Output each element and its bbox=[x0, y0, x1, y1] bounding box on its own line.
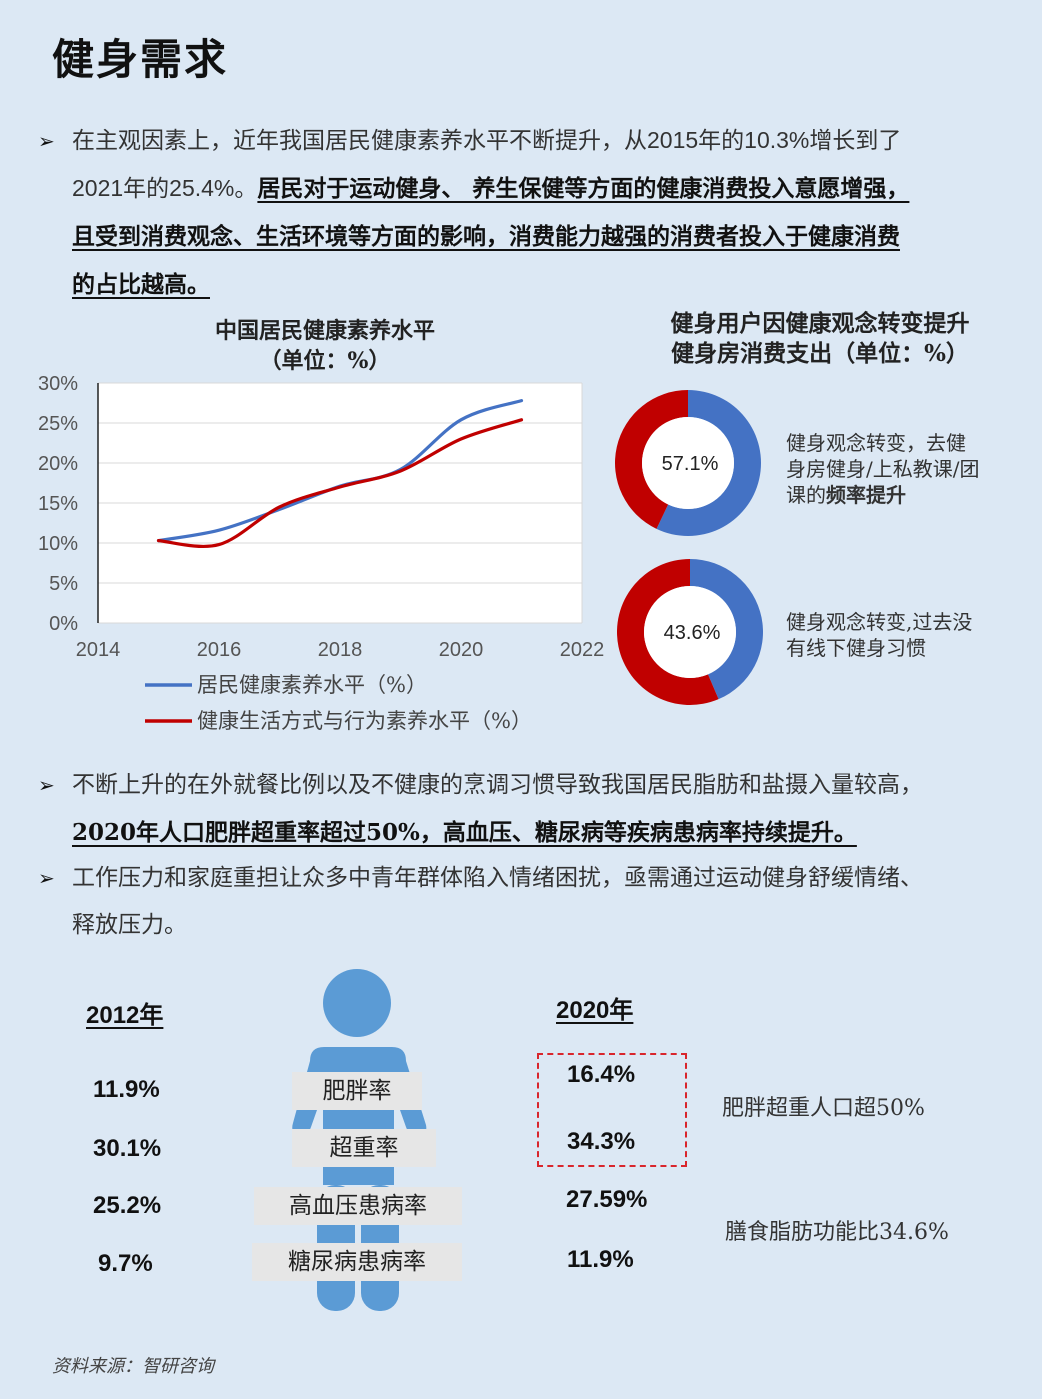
stat-2012-obesity: 11.9% bbox=[93, 1076, 160, 1103]
label-overweight: 超重率 bbox=[292, 1129, 436, 1167]
y-tick-label: 20% bbox=[38, 453, 78, 475]
stat-2020-overweight: 34.3% bbox=[567, 1128, 636, 1155]
x-tick-label: 2014 bbox=[76, 639, 121, 661]
x-tick-label: 2018 bbox=[318, 639, 363, 661]
donut-hole bbox=[642, 417, 734, 509]
bullet3-line1: 工作压力和家庭重担让众多中青年群体陷入情绪困扰，亟需通过运动健身舒缓情绪、 bbox=[72, 865, 923, 891]
bullet1-line2-underline: 居民对于运动健身、 养生保健等方面的健康消费投入意愿增强， bbox=[257, 175, 910, 202]
donut-chart-2: 43.6% bbox=[617, 559, 763, 705]
bullet-paragraph-2: ➢ 不断上升的在外就餐比例以及不健康的烹调习惯导致我国居民脂肪和盐摄入量较高， 2… bbox=[38, 762, 1018, 857]
donut-value-label: 57.1% bbox=[662, 453, 719, 475]
stat-2020-diabetes: 11.9% bbox=[567, 1246, 634, 1273]
stat-2020-obesity: 16.4% bbox=[567, 1061, 636, 1088]
y-tick-label: 30% bbox=[38, 373, 78, 395]
donut-title-2: 健身房消费支出（单位：%） bbox=[671, 340, 969, 367]
donut2-desc-line: 健身观念转变,过去没 bbox=[786, 610, 973, 634]
arrow-bullet-icon: ➢ bbox=[38, 773, 55, 797]
stat-2012-overweight: 30.1% bbox=[93, 1135, 162, 1162]
highlight-dashed-box bbox=[537, 1053, 687, 1167]
line-chart-title-1: 中国居民健康素养水平 bbox=[214, 318, 435, 344]
label-hypertension: 高血压患病率 bbox=[254, 1187, 462, 1225]
bullet1-line3-underline: 且受到消费观念、生活环境等方面的影响，消费能力越强的消费者投入于健康消费 bbox=[72, 223, 900, 250]
donut-slice-value bbox=[690, 559, 763, 700]
year-2020-header: 2020年 bbox=[556, 997, 634, 1024]
donut1-description: 健身观念转变，去健 身房健身/上私教课/团 课的频率提升 bbox=[786, 430, 1016, 508]
chart-legend: 居民健康素养水平（%） 健康生活方式与行为素养水平（%） bbox=[145, 673, 532, 733]
note-obesity-overweight: 肥胖超重人口超50% bbox=[722, 1096, 925, 1121]
x-tick-label: 2022 bbox=[560, 639, 605, 661]
bullet2-line2-underline: 2020年人口肥胖超重率超过50%，高血压、糖尿病等疾病患病率持续提升。 bbox=[72, 819, 857, 846]
stat-2012-diabetes: 9.7% bbox=[98, 1250, 153, 1277]
donut-section-title: 健身用户因健康观念转变提升 健身房消费支出（单位：%） bbox=[630, 309, 1010, 369]
y-tick-label: 15% bbox=[38, 493, 78, 515]
line-chart: 0% 5% 10% 15% 20% 25% 30% 2014 2016 2018 2020 2022… bbox=[38, 373, 605, 733]
donut-title-1: 健身用户因健康观念转变提升 bbox=[670, 310, 970, 337]
bullet1-line2-plain: 2021年的25.4%。 bbox=[72, 175, 258, 201]
donut2-desc-line: 有线下健身习惯 bbox=[786, 636, 926, 660]
arrow-bullet-icon: ➢ bbox=[38, 129, 55, 153]
donut-slice-rest bbox=[617, 559, 719, 705]
series-line-2 bbox=[156, 418, 524, 549]
note-dietary-fat: 膳食脂肪功能比34.6% bbox=[725, 1220, 949, 1245]
chart-grid bbox=[97, 382, 583, 624]
x-tick-label: 2016 bbox=[197, 639, 242, 661]
year-2012-header: 2012年 bbox=[86, 1002, 164, 1029]
donut-value-label: 43.6% bbox=[664, 622, 721, 644]
bullet2-line1: 不断上升的在外就餐比例以及不健康的烹调习惯导致我国居民脂肪和盐摄入量较高， bbox=[72, 772, 923, 798]
bullet1-line1: 在主观因素上，近年我国居民健康素养水平不断提升，从2015年的10.3%增长到了 bbox=[72, 127, 902, 153]
line-chart-title-2: （单位：%） bbox=[259, 348, 391, 374]
source-note: 资料来源：智研咨询 bbox=[52, 1356, 214, 1377]
bullet-paragraph-3: ➢ 工作压力和家庭重担让众多中青年群体陷入情绪困扰，亟需通过运动健身舒缓情绪、 释… bbox=[38, 855, 1018, 949]
page-title: 健身需求 bbox=[52, 35, 229, 84]
y-tick-label: 10% bbox=[38, 533, 78, 555]
y-tick-label: 0% bbox=[49, 613, 78, 635]
label-obesity: 肥胖率 bbox=[292, 1072, 422, 1110]
line-chart-title: 中国居民健康素养水平 （单位：%） bbox=[150, 316, 500, 376]
chart-series bbox=[156, 399, 524, 549]
arrow-bullet-icon: ➢ bbox=[38, 866, 55, 890]
donut1-desc-bold: 频率提升 bbox=[826, 483, 906, 507]
donut-chart-1: 57.1% bbox=[615, 390, 761, 536]
donut-slice-rest bbox=[615, 390, 688, 529]
donut1-desc-line: 健身观念转变，去健 bbox=[786, 431, 966, 455]
y-tick-label: 5% bbox=[49, 573, 78, 595]
bullet3-line2: 释放压力。 bbox=[72, 912, 187, 938]
legend-label: 居民健康素养水平（%） bbox=[197, 673, 427, 697]
label-diabetes: 糖尿病患病率 bbox=[252, 1243, 462, 1281]
y-axis-ticks: 0% 5% 10% 15% 20% 25% 30% bbox=[38, 373, 78, 635]
stat-2020-hypertension: 27.59% bbox=[566, 1186, 648, 1213]
bullet1-line4-underline: 的占比越高。 bbox=[72, 271, 210, 298]
x-axis-ticks: 2014 2016 2018 2020 2022 bbox=[76, 639, 605, 661]
x-tick-label: 2020 bbox=[439, 639, 484, 661]
donut1-desc-line: 身房健身/上私教课/团 bbox=[786, 457, 980, 481]
donut2-description: 健身观念转变,过去没 有线下健身习惯 bbox=[786, 609, 1016, 661]
legend-label: 健康生活方式与行为素养水平（%） bbox=[197, 709, 532, 733]
donut1-desc-line: 课的 bbox=[786, 483, 826, 507]
stat-2012-hypertension: 25.2% bbox=[93, 1192, 162, 1219]
bullet-paragraph-1: ➢ 在主观因素上，近年我国居民健康素养水平不断提升，从2015年的10.3%增长到… bbox=[38, 117, 1018, 309]
donut-hole bbox=[644, 586, 736, 678]
donut-slice-value bbox=[656, 390, 761, 536]
y-tick-label: 25% bbox=[38, 413, 78, 435]
